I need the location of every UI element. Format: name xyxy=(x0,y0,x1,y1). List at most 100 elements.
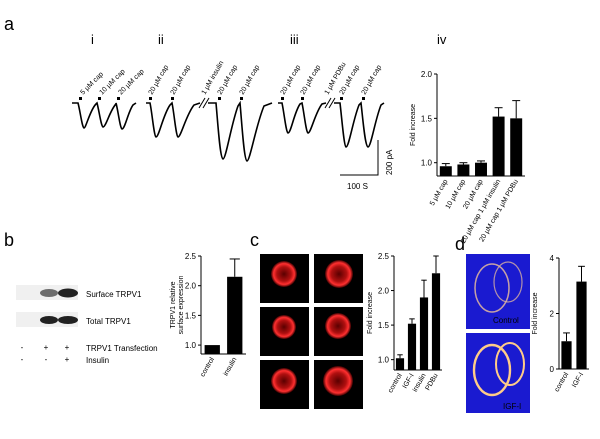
micrograph-label: Control xyxy=(493,316,519,325)
y-tick-label: 2.0 xyxy=(185,282,197,291)
micrograph-d-control xyxy=(466,254,530,329)
cell-outline xyxy=(472,343,512,397)
bar xyxy=(431,273,441,370)
y-tick-label: 1.5 xyxy=(421,114,433,123)
scale-bar-time: 100 S xyxy=(347,182,368,191)
bar xyxy=(492,116,505,176)
stim-mark xyxy=(281,97,284,100)
y-tick-label: 2.0 xyxy=(421,70,433,79)
blot-band xyxy=(40,316,58,324)
x-tick-label: control xyxy=(387,372,404,394)
trace-label: 20 µM cap xyxy=(239,64,262,96)
y-axis-label: Fold increase xyxy=(532,292,539,334)
x-tick-label: control xyxy=(199,356,216,378)
x-tick-label: PDBu xyxy=(425,372,440,391)
trace-iii-before xyxy=(278,101,327,134)
micrograph-label: PDBu xyxy=(317,399,338,408)
micrograph-label: IGF-I xyxy=(317,293,335,302)
trace-iii-after xyxy=(334,101,385,148)
y-tick-label: 4 xyxy=(550,254,555,263)
x-tick-label: insulin xyxy=(222,356,238,377)
trace-ii-after xyxy=(208,100,273,162)
bar xyxy=(407,323,417,370)
bar xyxy=(227,276,243,354)
bar xyxy=(475,162,487,176)
break-mark xyxy=(198,97,206,109)
y-tick-label: 2.5 xyxy=(378,252,390,261)
stim-mark xyxy=(117,97,120,100)
trace-label: 20 µM cap xyxy=(280,64,303,96)
y-axis-label: TRPV1 relative xyxy=(170,281,177,328)
y-axis-label: Fold increase xyxy=(410,104,417,146)
panel-a-letter: a xyxy=(4,14,15,34)
trace-group-i: 5 µM cap 10 µM cap 20 µM cap xyxy=(72,68,146,130)
bar xyxy=(419,297,429,370)
micrograph-label: Control xyxy=(263,346,289,355)
y-tick-label: 1.5 xyxy=(185,311,197,320)
panel-a-sub-ii: ii xyxy=(158,32,164,47)
micrograph-label: Control xyxy=(263,399,289,408)
trace-label: 20 µM cap xyxy=(300,64,323,96)
panel-d-letter: d xyxy=(455,234,465,254)
trace-label: 20 µM cap xyxy=(170,64,193,96)
stim-mark xyxy=(218,97,221,100)
insulin-label: Insulin xyxy=(86,356,109,365)
y-tick-label: 2 xyxy=(550,310,555,319)
blot-band xyxy=(58,288,78,298)
y-axis-label: surface expression xyxy=(178,276,185,335)
stim-mark xyxy=(149,97,152,100)
stim-mark xyxy=(171,97,174,100)
y-tick-label: 2.5 xyxy=(185,252,197,261)
cell-outline xyxy=(493,261,523,303)
cell-outline xyxy=(474,263,510,313)
stim-mark xyxy=(98,97,101,100)
panel-a-sub-iv: iv xyxy=(437,32,447,47)
y-tick-label: 1.0 xyxy=(421,159,433,168)
micrograph-label: Insulin xyxy=(317,346,340,355)
transfection-sign: - xyxy=(21,343,24,352)
trace-group-ii: 20 µM cap 20 µM cap 1 µM insulin 20 µM c… xyxy=(146,60,273,162)
break-mark xyxy=(328,97,336,109)
panel-c-letter: c xyxy=(250,230,259,250)
insulin-sign: + xyxy=(65,355,70,364)
cell-image xyxy=(323,366,353,396)
stim-mark xyxy=(79,97,82,100)
bar xyxy=(576,281,587,369)
cell-image xyxy=(325,313,351,339)
bar xyxy=(204,345,220,354)
chart-b: 1.0 1.5 2.0 2.5 TRPV1 relative surface expres… xyxy=(170,252,246,378)
bar xyxy=(439,166,452,176)
break-mark xyxy=(202,97,210,109)
cell-image xyxy=(271,261,297,287)
cell-outline xyxy=(495,342,525,386)
bar xyxy=(510,118,523,176)
y-tick-label: 0 xyxy=(550,365,555,374)
transfection-label: TRPV1 Transfection xyxy=(86,344,158,353)
trace-label: 20 µM cap xyxy=(148,64,171,96)
y-tick-label: 1.0 xyxy=(378,356,390,365)
cell-image xyxy=(272,315,296,339)
bar xyxy=(395,358,405,370)
cell-image xyxy=(325,260,353,288)
y-axis-label: Fold increase xyxy=(367,292,374,334)
trace-ii-before xyxy=(146,101,201,138)
panel-a-sub-iii: iii xyxy=(290,32,299,47)
chart-d: 0 2 4 Fold increase control IGF-I xyxy=(532,254,589,393)
transfection-sign: + xyxy=(65,343,70,352)
transfection-sign: + xyxy=(44,343,49,352)
x-tick-label: IGF-I xyxy=(571,371,585,388)
cell-image xyxy=(271,368,297,394)
micrograph-grid-c xyxy=(260,254,363,409)
trace-group-iii: 20 µM cap 20 µM cap 1 µM PDBu 20 µM cap … xyxy=(278,61,385,148)
western-blot xyxy=(16,285,78,327)
stim-mark xyxy=(362,97,365,100)
y-tick-label: 1.5 xyxy=(378,321,390,330)
panel-b-letter: b xyxy=(4,230,14,250)
micrograph-label: IGF-I xyxy=(503,402,521,411)
blot-band xyxy=(58,316,78,324)
bar xyxy=(457,164,470,176)
y-tick-label: 2.0 xyxy=(378,287,390,296)
micrograph-grid-d xyxy=(466,254,530,413)
